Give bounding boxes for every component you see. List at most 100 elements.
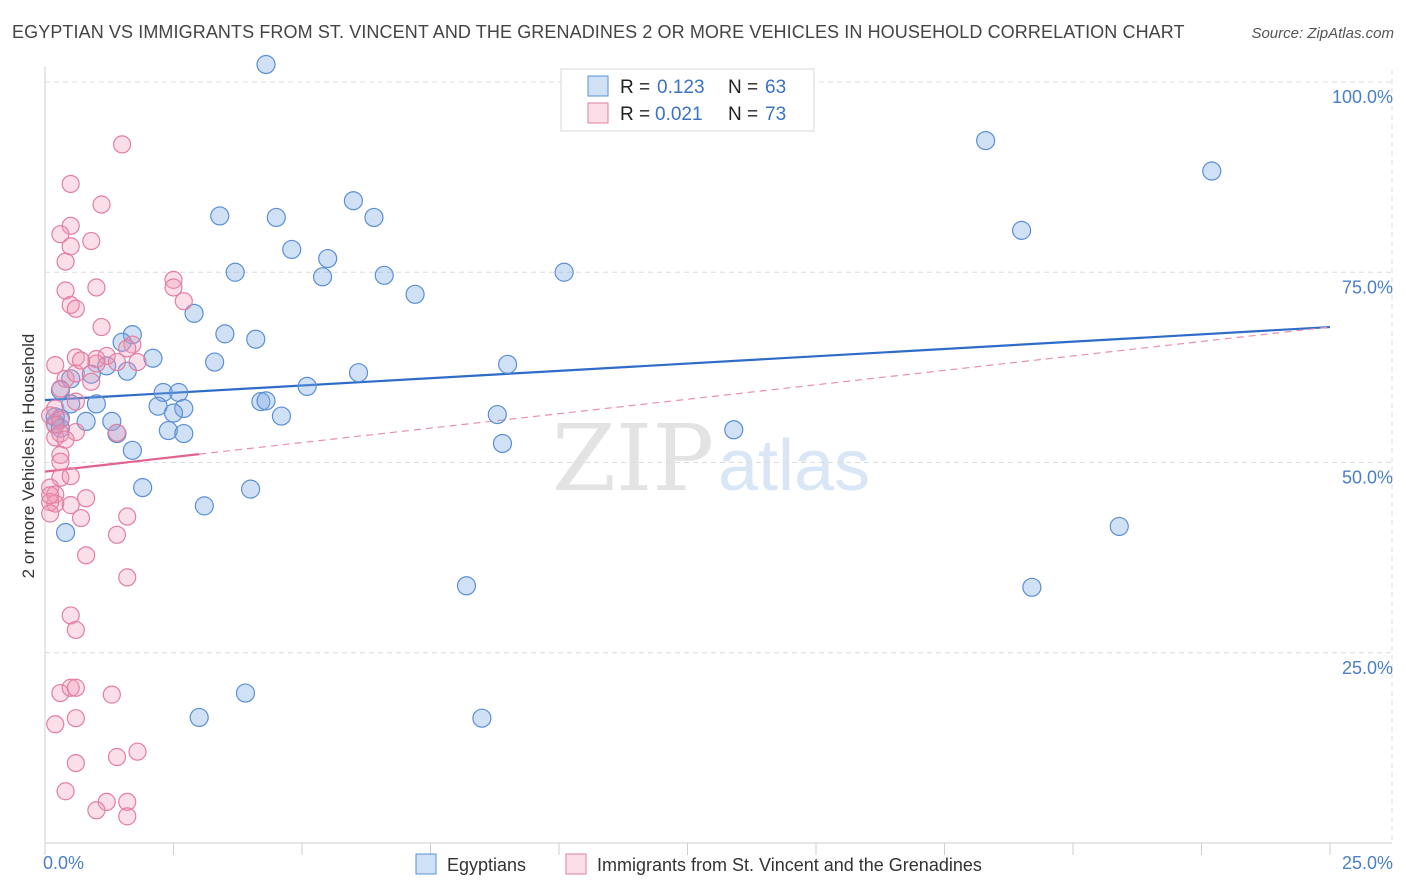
point-egyptians-14: [405, 284, 425, 304]
point-st-vincent-72: [41, 486, 60, 505]
watermark-atlas: atlas: [718, 426, 870, 506]
point-egyptians-3: [343, 191, 363, 211]
point-egyptians-16: [122, 325, 142, 345]
point-st-vincent-18: [66, 348, 85, 367]
legend-swatch-egyptians: [587, 75, 609, 97]
point-st-vincent-44: [77, 489, 96, 508]
point-egyptians-33: [256, 391, 276, 411]
legend-r-label-st-vincent: R =: [620, 104, 650, 125]
point-egyptians-56: [456, 576, 477, 596]
point-st-vincent-36: [56, 430, 75, 449]
series-legend: Egyptians Immigrants from St. Vincent an…: [415, 853, 982, 875]
point-egyptians-10: [225, 262, 245, 282]
point-st-vincent-4: [51, 225, 70, 244]
point-egyptians-17: [215, 324, 235, 344]
trend-line-egyptians: [44, 325, 1331, 402]
point-st-vincent-65: [56, 782, 75, 801]
point-st-vincent-48: [41, 504, 60, 523]
point-st-vincent-11: [56, 281, 75, 300]
point-st-vincent-37: [107, 423, 127, 442]
point-egyptians-4: [210, 206, 230, 226]
point-egyptians-11: [312, 267, 333, 287]
point-st-vincent-64: [66, 753, 85, 773]
point-egyptians-2: [1202, 161, 1222, 181]
point-egyptians-21: [205, 352, 225, 372]
legend-box: [560, 68, 815, 132]
point-egyptians-57: [1022, 577, 1042, 597]
point-egyptians-38: [163, 403, 184, 423]
point-egyptians-0: [256, 54, 276, 75]
point-st-vincent-69: [118, 807, 137, 826]
point-st-vincent-28: [66, 392, 85, 411]
y-tick-label-2: 75.0%: [1342, 277, 1393, 297]
point-st-vincent-54: [61, 606, 80, 625]
point-st-vincent-57: [61, 678, 80, 697]
point-egyptians-51: [133, 478, 153, 498]
watermark: ZIP atlas: [552, 405, 870, 512]
point-egyptians-40: [487, 404, 507, 425]
chart-source: Source: ZipAtlas.com: [1251, 25, 1394, 42]
point-st-vincent-31: [51, 410, 70, 429]
point-st-vincent-50: [118, 507, 137, 526]
point-egyptians-35: [86, 394, 107, 414]
point-egyptians-8: [1011, 220, 1032, 240]
point-egyptians-31: [169, 382, 189, 403]
point-egyptians-7: [282, 239, 302, 260]
point-st-vincent-68: [87, 801, 106, 820]
point-egyptians-59: [189, 707, 209, 728]
point-st-vincent-41: [61, 467, 80, 486]
point-egyptians-45: [158, 420, 178, 441]
y-tick-label-0: 25.0%: [1342, 658, 1393, 678]
point-st-vincent-1: [61, 174, 80, 194]
point-egyptians-43: [102, 411, 122, 432]
point-st-vincent-70: [71, 351, 91, 370]
point-st-vincent-53: [118, 568, 137, 587]
point-st-vincent-12: [174, 292, 193, 311]
point-st-vincent-20: [87, 354, 106, 373]
point-st-vincent-38: [51, 445, 70, 464]
point-st-vincent-30: [41, 406, 60, 425]
point-st-vincent-17: [97, 346, 116, 366]
point-st-vincent-19: [87, 349, 106, 369]
point-st-vincent-22: [128, 352, 147, 372]
point-egyptians-39: [271, 406, 292, 426]
point-st-vincent-27: [51, 379, 70, 398]
point-egyptians-50: [122, 440, 142, 460]
point-st-vincent-52: [77, 546, 96, 565]
point-egyptians-29: [50, 380, 71, 400]
point-egyptians-1: [976, 130, 996, 151]
chart-title: EGYPTIAN VS IMMIGRANTS FROM ST. VINCENT …: [12, 22, 1185, 42]
point-st-vincent-8: [164, 270, 183, 289]
x-tick-label-1: 25.0%: [1342, 853, 1393, 873]
point-egyptians-18: [246, 329, 266, 349]
point-egyptians-13: [554, 262, 574, 282]
point-st-vincent-58: [66, 678, 85, 697]
point-st-vincent-51: [107, 525, 127, 544]
legend-r-label-egyptians: R =: [620, 77, 650, 98]
series-legend-swatch-st-vincent: [565, 853, 587, 875]
series-legend-egyptians: Egyptians: [447, 855, 526, 875]
y-tick-label-1: 50.0%: [1342, 468, 1393, 488]
point-egyptians-15: [184, 303, 204, 323]
legend-n-label-st-vincent: N =: [728, 104, 758, 125]
point-egyptians-37: [174, 398, 194, 419]
point-st-vincent-71: [82, 372, 101, 391]
series-legend-swatch-egyptians: [415, 853, 437, 875]
point-egyptians-12: [374, 265, 394, 285]
point-st-vincent-2: [92, 195, 111, 214]
point-st-vincent-55: [66, 620, 85, 640]
legend-n-label-egyptians: N =: [728, 77, 758, 98]
point-egyptians-20: [143, 348, 163, 368]
point-st-vincent-5: [61, 237, 80, 256]
point-st-vincent-6: [82, 231, 101, 251]
point-egyptians-25: [117, 361, 137, 381]
point-egyptians-55: [1109, 516, 1129, 537]
trend-lines: [44, 325, 1331, 473]
legend: R = 0.123 N = 63 R = 0.021 N = 73: [560, 68, 815, 132]
point-st-vincent-39: [51, 452, 70, 471]
data-points: [41, 54, 1222, 826]
point-egyptians-32: [251, 392, 271, 412]
point-st-vincent-47: [61, 496, 80, 515]
point-st-vincent-9: [164, 278, 183, 297]
